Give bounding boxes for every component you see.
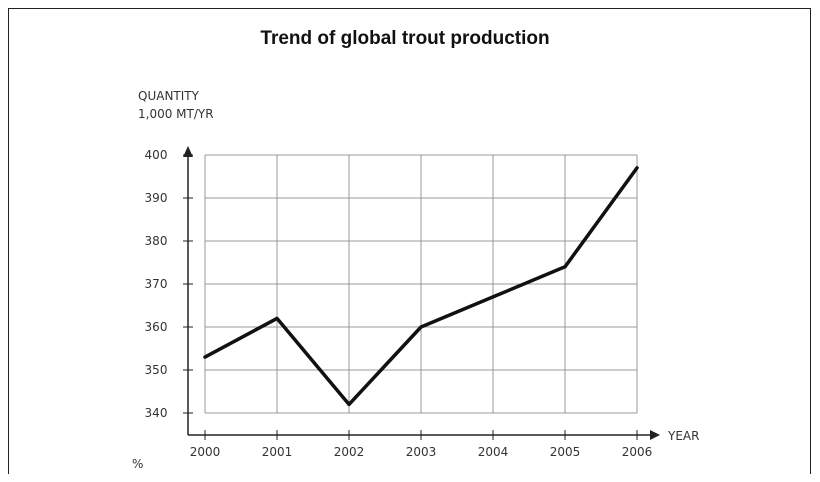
x-tick-label: 2004 bbox=[478, 445, 509, 459]
y-tick-label: 370 bbox=[145, 277, 168, 291]
data-point bbox=[635, 166, 639, 170]
y-tick-label: 360 bbox=[145, 320, 168, 334]
data-point bbox=[563, 265, 567, 269]
x-axis-label: YEAR bbox=[667, 429, 699, 443]
y-tick-label: 340 bbox=[145, 406, 168, 420]
data-point bbox=[275, 316, 279, 320]
y-axis-label-line1: QUANTITY bbox=[138, 89, 200, 103]
footnote: % bbox=[132, 457, 143, 471]
y-tick-label: 350 bbox=[145, 363, 168, 377]
y-tick-label: 380 bbox=[145, 234, 168, 248]
data-point bbox=[347, 402, 351, 406]
x-tick-label: 2000 bbox=[190, 445, 221, 459]
x-tick-label: 2003 bbox=[406, 445, 437, 459]
x-tick-label: 2006 bbox=[622, 445, 653, 459]
data-point bbox=[203, 355, 207, 359]
y-tick-label: 390 bbox=[145, 191, 168, 205]
x-tick-label: 2001 bbox=[262, 445, 293, 459]
data-point bbox=[419, 325, 423, 329]
x-tick-label: 2002 bbox=[334, 445, 365, 459]
y-tick-label: 400 bbox=[145, 148, 168, 162]
chart-title: Trend of global trout production bbox=[260, 28, 550, 49]
x-axis-arrow bbox=[650, 430, 660, 440]
x-tick-label: 2005 bbox=[550, 445, 581, 459]
y-axis-arrow bbox=[183, 146, 193, 157]
data-point bbox=[491, 295, 495, 299]
y-axis-label-line2: 1,000 MT/YR bbox=[138, 107, 214, 121]
